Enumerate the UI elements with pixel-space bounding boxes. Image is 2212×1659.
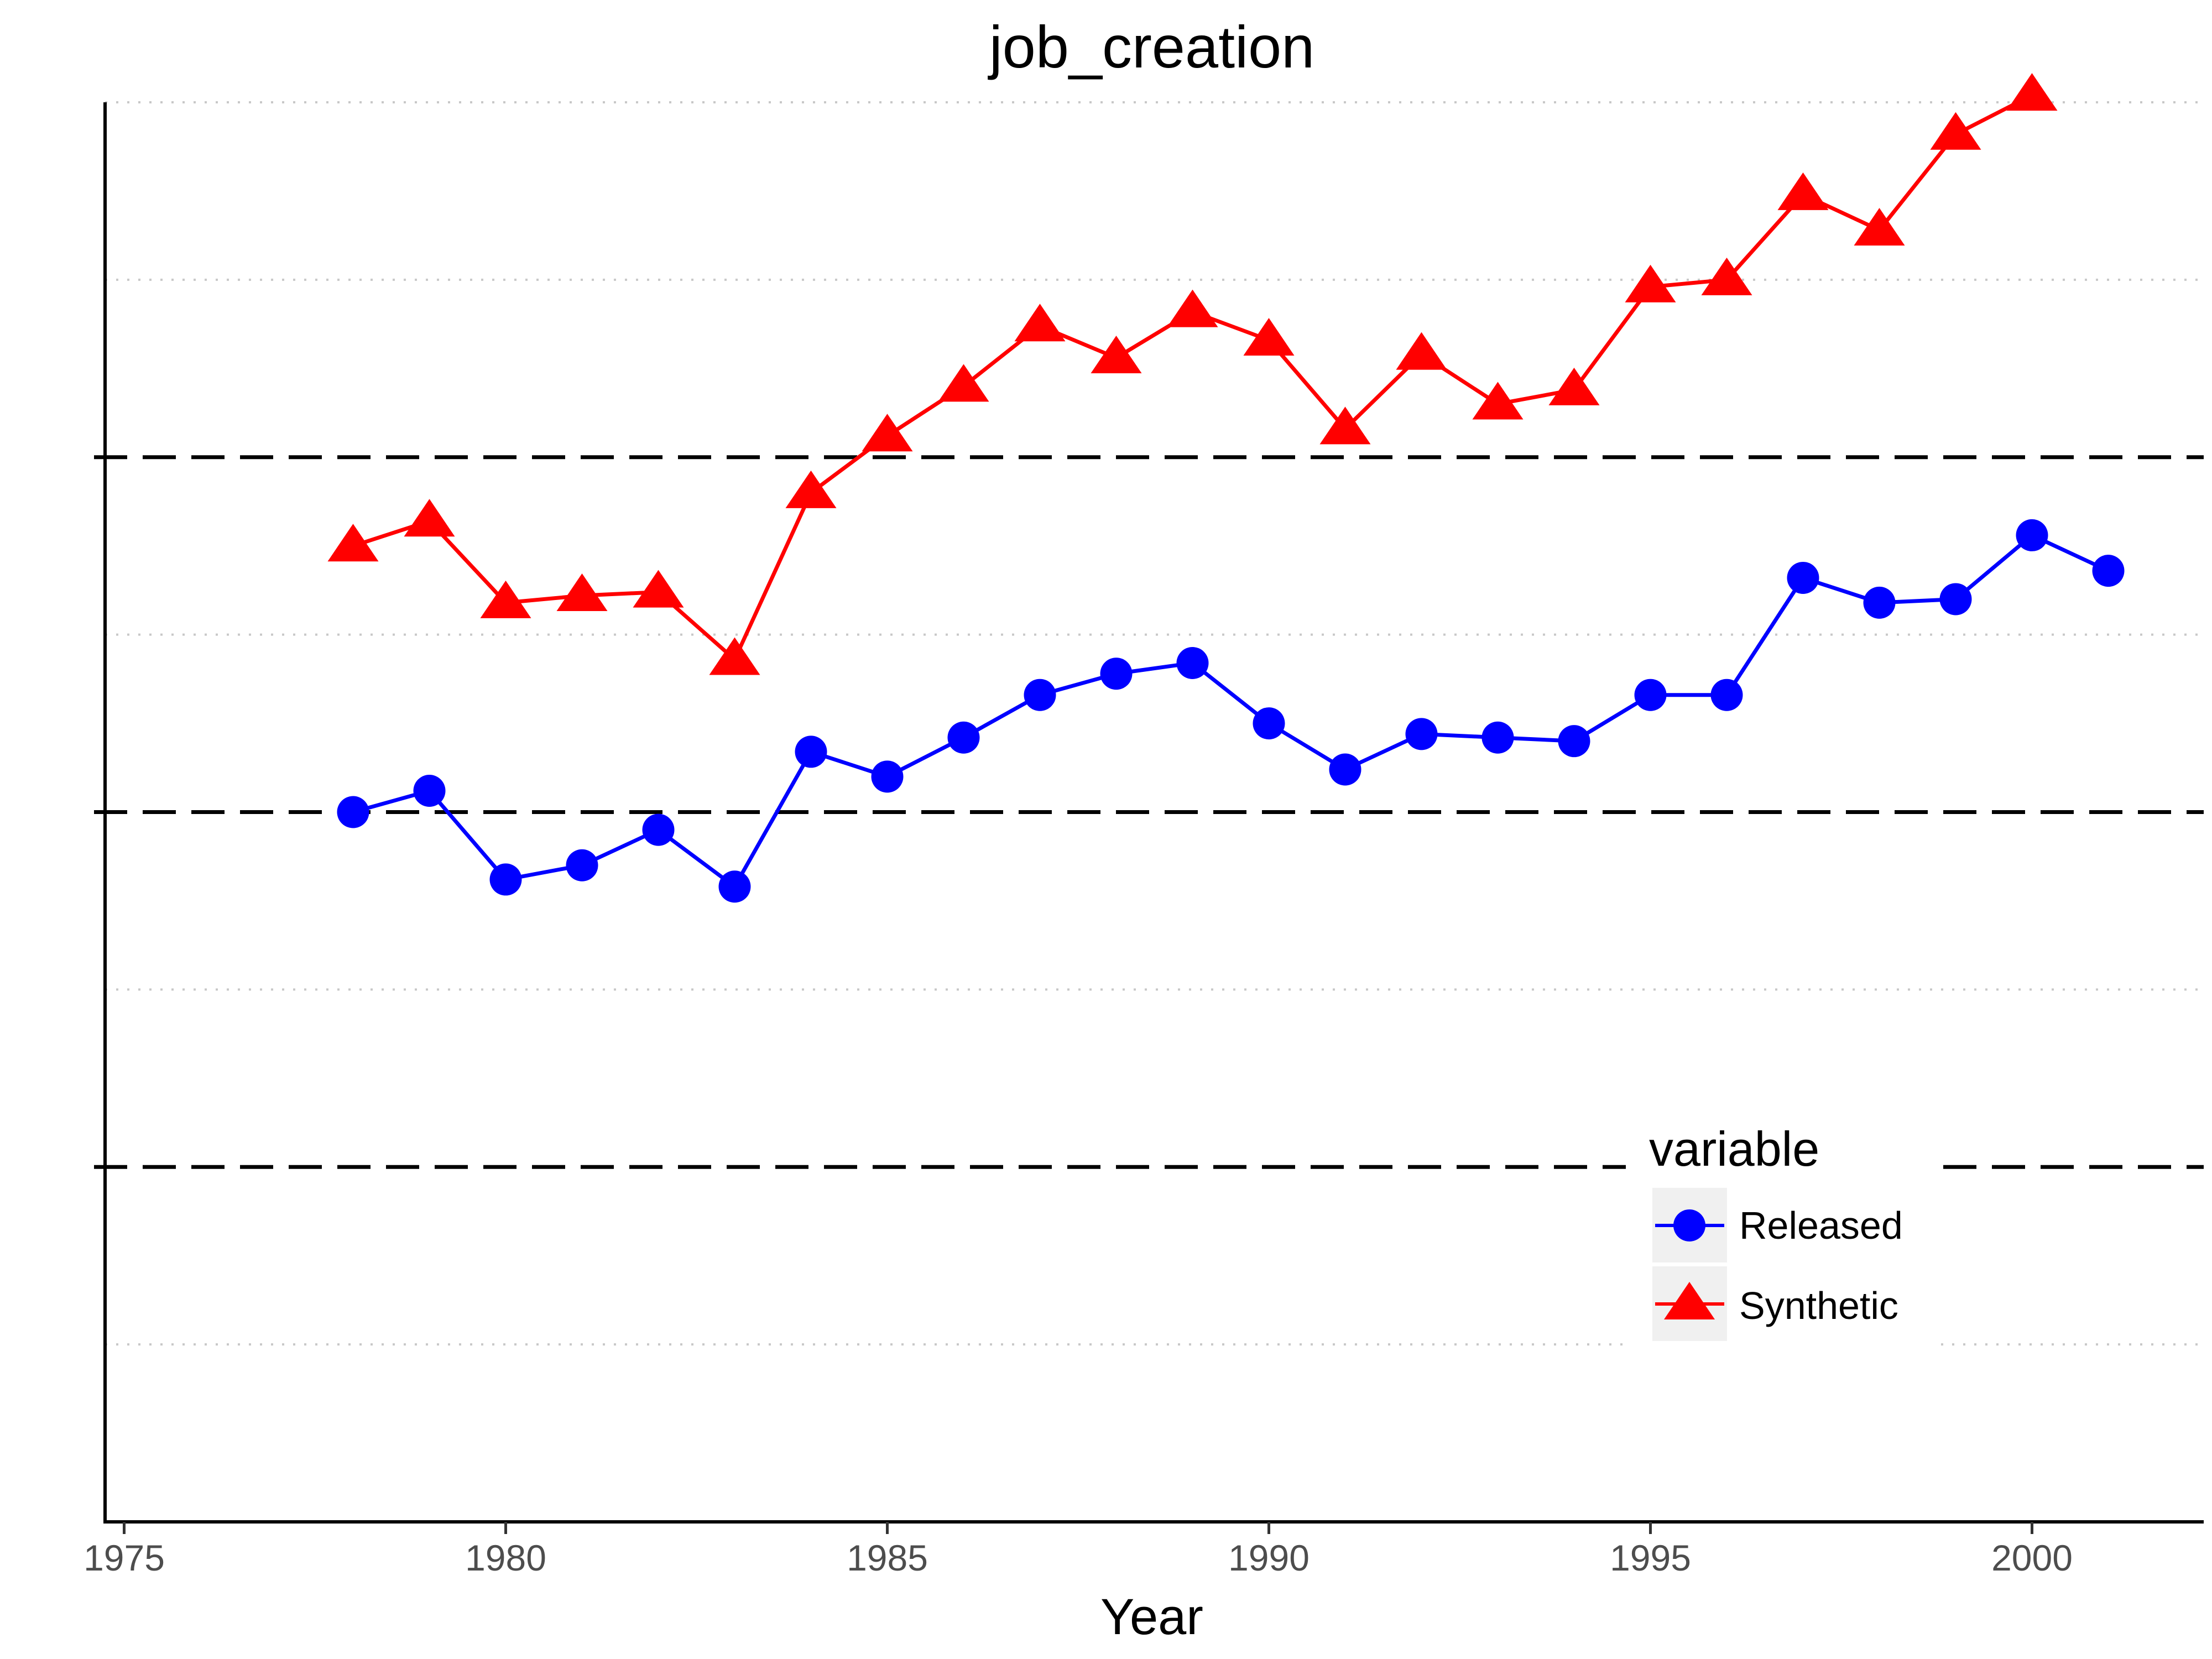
data-point-released [1100, 658, 1133, 690]
legend-label-synthetic: Synthetic [1739, 1284, 1898, 1327]
x-tick-label: 1985 [847, 1537, 928, 1578]
data-point-released [1558, 725, 1590, 758]
data-point-released [1176, 646, 1209, 679]
legend-item-synthetic: Synthetic [1652, 1266, 1898, 1341]
data-point-synthetic [1930, 112, 1981, 150]
data-point-released [871, 760, 904, 793]
data-point-synthetic [480, 580, 531, 618]
data-point-synthetic [633, 570, 684, 608]
data-point-synthetic [1625, 264, 1676, 302]
data-point-released [1787, 561, 1819, 594]
data-point-released [1481, 721, 1514, 754]
legend-item-released: Released [1652, 1188, 1903, 1262]
data-point-released [1634, 679, 1667, 711]
data-point-released [1710, 679, 1743, 711]
data-point-synthetic [1319, 406, 1371, 445]
data-point-released [642, 813, 675, 846]
x-axis-label: Year [1100, 1589, 1203, 1645]
chart-title: job_creation [988, 13, 1314, 80]
x-tick-label: 1980 [465, 1537, 546, 1578]
data-point-synthetic [785, 470, 837, 508]
legend-label-released: Released [1739, 1204, 1903, 1247]
data-point-synthetic [938, 364, 989, 402]
data-point-released [413, 774, 446, 807]
data-point-released [1863, 586, 1896, 619]
data-point-released [1329, 753, 1361, 786]
data-point-synthetic [1854, 208, 1905, 246]
series-layer [327, 73, 2125, 903]
data-point-released [1024, 679, 1056, 711]
data-point-synthetic [1396, 332, 1447, 370]
data-point-released [2092, 555, 2125, 587]
data-point-synthetic [1548, 367, 1600, 405]
x-tick-label: 2000 [1991, 1537, 2073, 1578]
data-point-synthetic [709, 637, 760, 675]
data-point-released [489, 863, 522, 896]
series-line-released [352, 533, 2109, 889]
legend-title: variable [1649, 1121, 1819, 1176]
data-point-released [718, 870, 751, 903]
data-point-synthetic [1472, 382, 1524, 420]
x-tick-label: 1995 [1610, 1537, 1691, 1578]
data-point-synthetic [2006, 73, 2058, 111]
x-tick-label: 1975 [84, 1537, 165, 1578]
legend-key-triangle-icon [1664, 1282, 1715, 1319]
data-point-released [947, 721, 980, 754]
axis-layer: 1975 1980 1985 1990 1995 2000 [84, 102, 2204, 1578]
data-point-synthetic [862, 414, 913, 452]
data-point-synthetic [1014, 304, 1066, 342]
data-point-synthetic [404, 499, 455, 537]
data-point-released [1405, 718, 1438, 750]
series-line-synthetic [352, 93, 2033, 662]
data-point-released [2016, 519, 2048, 551]
data-point-released [1253, 707, 1285, 740]
data-point-synthetic [1701, 257, 1752, 295]
data-point-released [1939, 583, 1972, 615]
data-point-released [566, 849, 598, 881]
data-point-synthetic [1167, 289, 1218, 327]
data-point-synthetic [327, 524, 379, 562]
data-point-synthetic [1777, 172, 1829, 210]
data-point-released [337, 796, 369, 828]
legend: variable Released Synthetic [1626, 1117, 1941, 1355]
data-point-synthetic [1091, 336, 1142, 374]
data-point-synthetic [556, 573, 608, 612]
data-point-released [795, 735, 827, 768]
data-point-synthetic [1243, 317, 1295, 356]
x-tick-label: 1990 [1228, 1537, 1310, 1578]
legend-key-circle-icon [1673, 1209, 1705, 1241]
